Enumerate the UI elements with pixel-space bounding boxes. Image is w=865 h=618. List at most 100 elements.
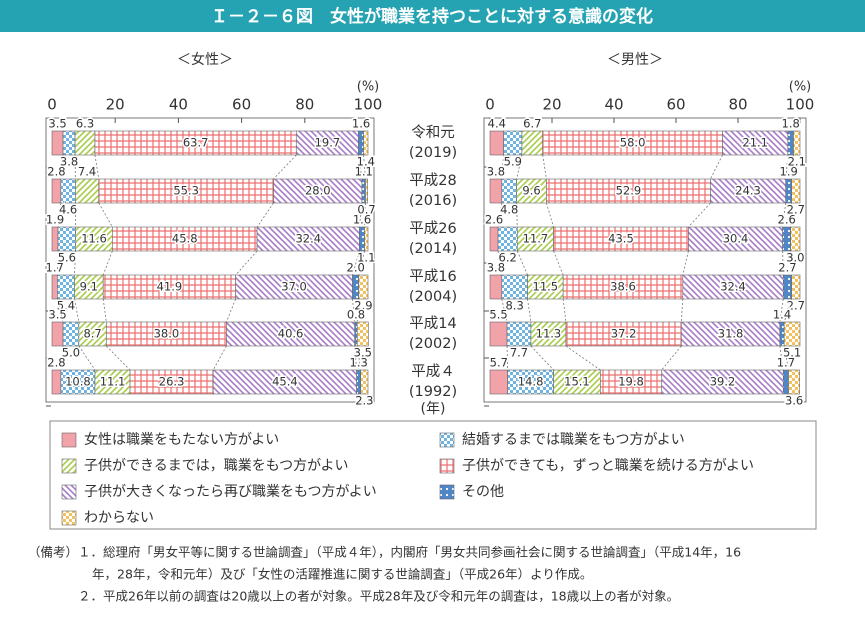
value-label: 9.6 — [522, 184, 540, 198]
bar-segment — [51, 369, 62, 395]
bar-segment — [365, 178, 368, 204]
connector — [501, 154, 505, 180]
category-label: 平成26 — [409, 220, 456, 237]
connector — [364, 202, 366, 228]
category-unit: (年) — [421, 401, 446, 417]
bar-segment — [94, 130, 297, 156]
bar-segment — [358, 274, 369, 300]
connector — [790, 250, 793, 276]
category-label: 平成16 — [409, 268, 456, 285]
bar-segment — [562, 274, 684, 300]
connector — [78, 345, 96, 371]
x-tick-label: 100 — [354, 96, 383, 114]
value-label: 1.3 — [350, 356, 368, 370]
value-label: 37.0 — [281, 280, 307, 294]
bar-segment — [60, 178, 76, 204]
connector — [359, 202, 363, 228]
x-tick-label: 80 — [728, 96, 747, 114]
bar-segment — [788, 369, 800, 395]
value-label: 3.5 — [48, 308, 66, 322]
value-label: 2.0 — [347, 261, 365, 275]
x-tick-label: 40 — [169, 96, 188, 114]
bar-segment — [60, 369, 96, 395]
value-label: 4.4 — [488, 117, 506, 131]
bar-segment — [51, 274, 58, 300]
x-tick-label: 20 — [106, 96, 125, 114]
connector — [256, 202, 274, 228]
bar-segment — [51, 321, 64, 347]
connector — [358, 250, 365, 276]
value-label: 11.6 — [81, 232, 107, 246]
value-label: 19.7 — [315, 136, 341, 150]
value-label: 55.3 — [173, 184, 199, 198]
bar-segment — [57, 226, 77, 252]
value-label: 1.9 — [46, 213, 64, 227]
value-label: 7.7 — [510, 346, 528, 360]
legend-swatch — [61, 484, 77, 500]
value-label: 31.8 — [718, 327, 744, 341]
bar-segment — [360, 369, 369, 395]
bar-segment — [503, 130, 523, 156]
bar-segment — [75, 178, 100, 204]
value-label: 14.8 — [518, 375, 544, 389]
bar-segment — [364, 226, 369, 252]
bar-segment — [506, 321, 532, 347]
connector — [779, 345, 784, 371]
value-label: 41.9 — [157, 280, 183, 294]
connector — [661, 345, 682, 371]
category-label: 平成28 — [409, 172, 456, 189]
value-label: 15.1 — [564, 375, 590, 389]
legend-swatch — [61, 458, 77, 474]
connector — [106, 345, 131, 371]
bar-segment — [94, 369, 131, 395]
value-label: 40.6 — [278, 327, 304, 341]
connector — [354, 345, 358, 371]
connector — [358, 154, 363, 180]
connector — [565, 345, 601, 371]
bar-segment — [565, 321, 682, 347]
connector — [356, 345, 362, 371]
bar-segment — [779, 321, 785, 347]
legend-swatch — [439, 484, 455, 500]
legend-label: その他 — [462, 484, 504, 500]
bar-segment — [51, 178, 62, 204]
notes-label: （備考） — [28, 545, 78, 560]
bar-segment — [358, 130, 364, 156]
value-label: 6.7 — [523, 117, 541, 131]
value-label: 5.7 — [490, 356, 508, 370]
plot-frame — [45, 117, 375, 403]
bar-segment — [489, 274, 503, 300]
category-label: 平成４ — [411, 363, 455, 380]
value-label: 9.1 — [80, 280, 98, 294]
connector — [74, 298, 80, 323]
value-label: 2.6 — [778, 213, 796, 227]
connector — [783, 298, 793, 323]
value-label: 2.7 — [787, 299, 805, 313]
value-label: 2.8 — [47, 165, 65, 179]
value-label: 28.0 — [305, 184, 331, 198]
connector — [710, 154, 723, 180]
value-label: 11.1 — [100, 375, 126, 389]
category-label: 平成14 — [409, 315, 456, 332]
category-label: (2002) — [409, 336, 457, 352]
bar-segment — [782, 369, 789, 395]
value-label: 1.6 — [353, 213, 371, 227]
bar-segment — [791, 274, 801, 300]
bar-segment — [785, 178, 792, 204]
value-label: 21.1 — [742, 136, 768, 150]
bar-segment — [553, 369, 601, 395]
value-label: 1.9 — [780, 165, 798, 179]
value-label: 1.7 — [777, 356, 795, 370]
legend-swatch — [61, 510, 77, 526]
bar-segment — [489, 226, 499, 252]
value-label: 3.6 — [785, 394, 803, 408]
bar-segment — [527, 274, 564, 300]
connector — [680, 298, 684, 323]
value-label: 5.0 — [62, 346, 80, 360]
connector — [516, 250, 528, 276]
connector — [562, 298, 567, 323]
bar-segment — [489, 369, 508, 395]
bar-segment — [530, 321, 567, 347]
connector — [682, 250, 689, 276]
